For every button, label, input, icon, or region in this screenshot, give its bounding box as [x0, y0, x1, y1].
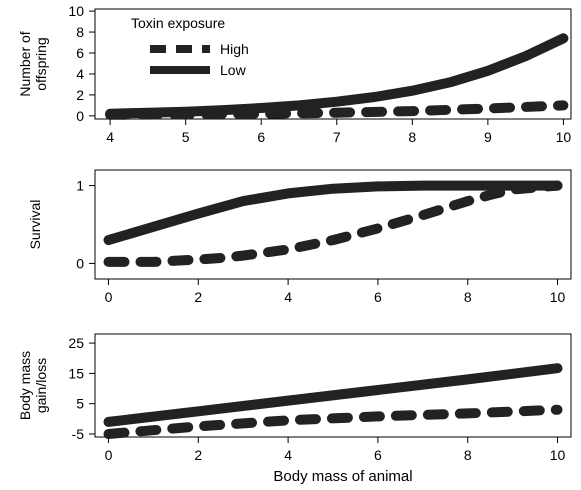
panel-bodymass-frame: [94, 333, 572, 438]
x-tick-label: 0: [105, 289, 113, 305]
y-axis-label: Body mass: [17, 351, 33, 420]
x-tick-label: 10: [550, 447, 566, 463]
y-tick-label: 8: [76, 24, 84, 40]
x-tick-label: 9: [484, 129, 492, 145]
x-tick-label: 2: [194, 447, 202, 463]
panel-offspring-frame: [94, 8, 572, 120]
legend-label-high: High: [220, 41, 249, 57]
y-tick-label: 1: [76, 178, 84, 194]
series-line-high: [103, 404, 563, 439]
panel-survival-frame: [94, 169, 572, 280]
panel-offspring: 4 5 6 7 8 9 10 0 2 4 6 8 10 Number of offspring Toxi…: [17, 3, 572, 145]
panel-offspring-yticks: 0 2 4 6 8 10: [68, 3, 95, 124]
x-tick-label: 6: [374, 289, 382, 305]
panel-bodymass: 0 2 4 6 8 10 -5 5 15 25 Body mass gain/loss: [17, 333, 572, 463]
series-line-low: [103, 180, 563, 246]
panel-survival-yticks: 01: [76, 178, 95, 271]
legend-label-low: Low: [220, 62, 247, 78]
y-tick-label: 5: [76, 396, 84, 412]
panel-offspring-lines: [105, 33, 569, 120]
y-axis-label: gain/loss: [33, 358, 49, 413]
series-line-low: [103, 363, 563, 427]
panel-bodymass-xticks: 0 2 4 6 8 10: [105, 437, 566, 463]
y-axis-label: offspring: [33, 37, 49, 90]
x-tick-label: 8: [464, 289, 472, 305]
x-tick-label: 10: [550, 289, 566, 305]
panel-survival-xticks: 0 2 4 6 8 10: [105, 279, 566, 305]
y-tick-label: 10: [68, 3, 84, 19]
y-tick-label: 6: [76, 45, 84, 61]
legend: Toxin exposure High Low: [131, 15, 249, 78]
x-tick-label: 4: [284, 289, 292, 305]
x-tick-label: 5: [182, 129, 190, 145]
panel-bodymass-lines: [103, 363, 563, 439]
panel-offspring-ylabel: Number of offspring: [17, 31, 49, 96]
x-tick-label: 4: [106, 129, 114, 145]
y-tick-label: 4: [76, 66, 84, 82]
y-tick-label: -5: [72, 426, 85, 442]
y-tick-label: 25: [68, 335, 84, 351]
x-tick-label: 7: [333, 129, 341, 145]
series-line-high: [103, 180, 563, 267]
x-tick-label: 2: [194, 289, 202, 305]
y-tick-label: 15: [68, 365, 84, 381]
x-tick-label: 0: [105, 447, 113, 463]
x-axis-label: Body mass of animal: [273, 468, 412, 485]
panel-survival: 0 2 4 6 8 10 01 Survival: [27, 169, 572, 305]
panel-survival-ylabel: Survival: [27, 200, 43, 250]
x-tick-label: 10: [556, 129, 572, 145]
panel-bodymass-ylabel: Body mass gain/loss: [17, 351, 49, 420]
x-tick-label: 8: [464, 447, 472, 463]
y-tick-label: 2: [76, 87, 84, 103]
x-tick-label: 8: [408, 129, 416, 145]
y-tick-label: 0: [76, 108, 84, 124]
y-axis-label: Number of: [17, 31, 33, 96]
series-line-low: [105, 33, 569, 119]
x-tick-label: 4: [284, 447, 292, 463]
y-axis-label: Survival: [27, 200, 43, 250]
x-tick-label: 6: [374, 447, 382, 463]
legend-title: Toxin exposure: [131, 15, 225, 31]
x-tick-label: 6: [257, 129, 265, 145]
panel-bodymass-yticks: -5 5 15 25: [68, 335, 95, 442]
panel-offspring-xticks: 4 5 6 7 8 9 10: [106, 119, 571, 145]
y-tick-label: 0: [76, 255, 84, 271]
panel-survival-lines: [103, 180, 563, 267]
